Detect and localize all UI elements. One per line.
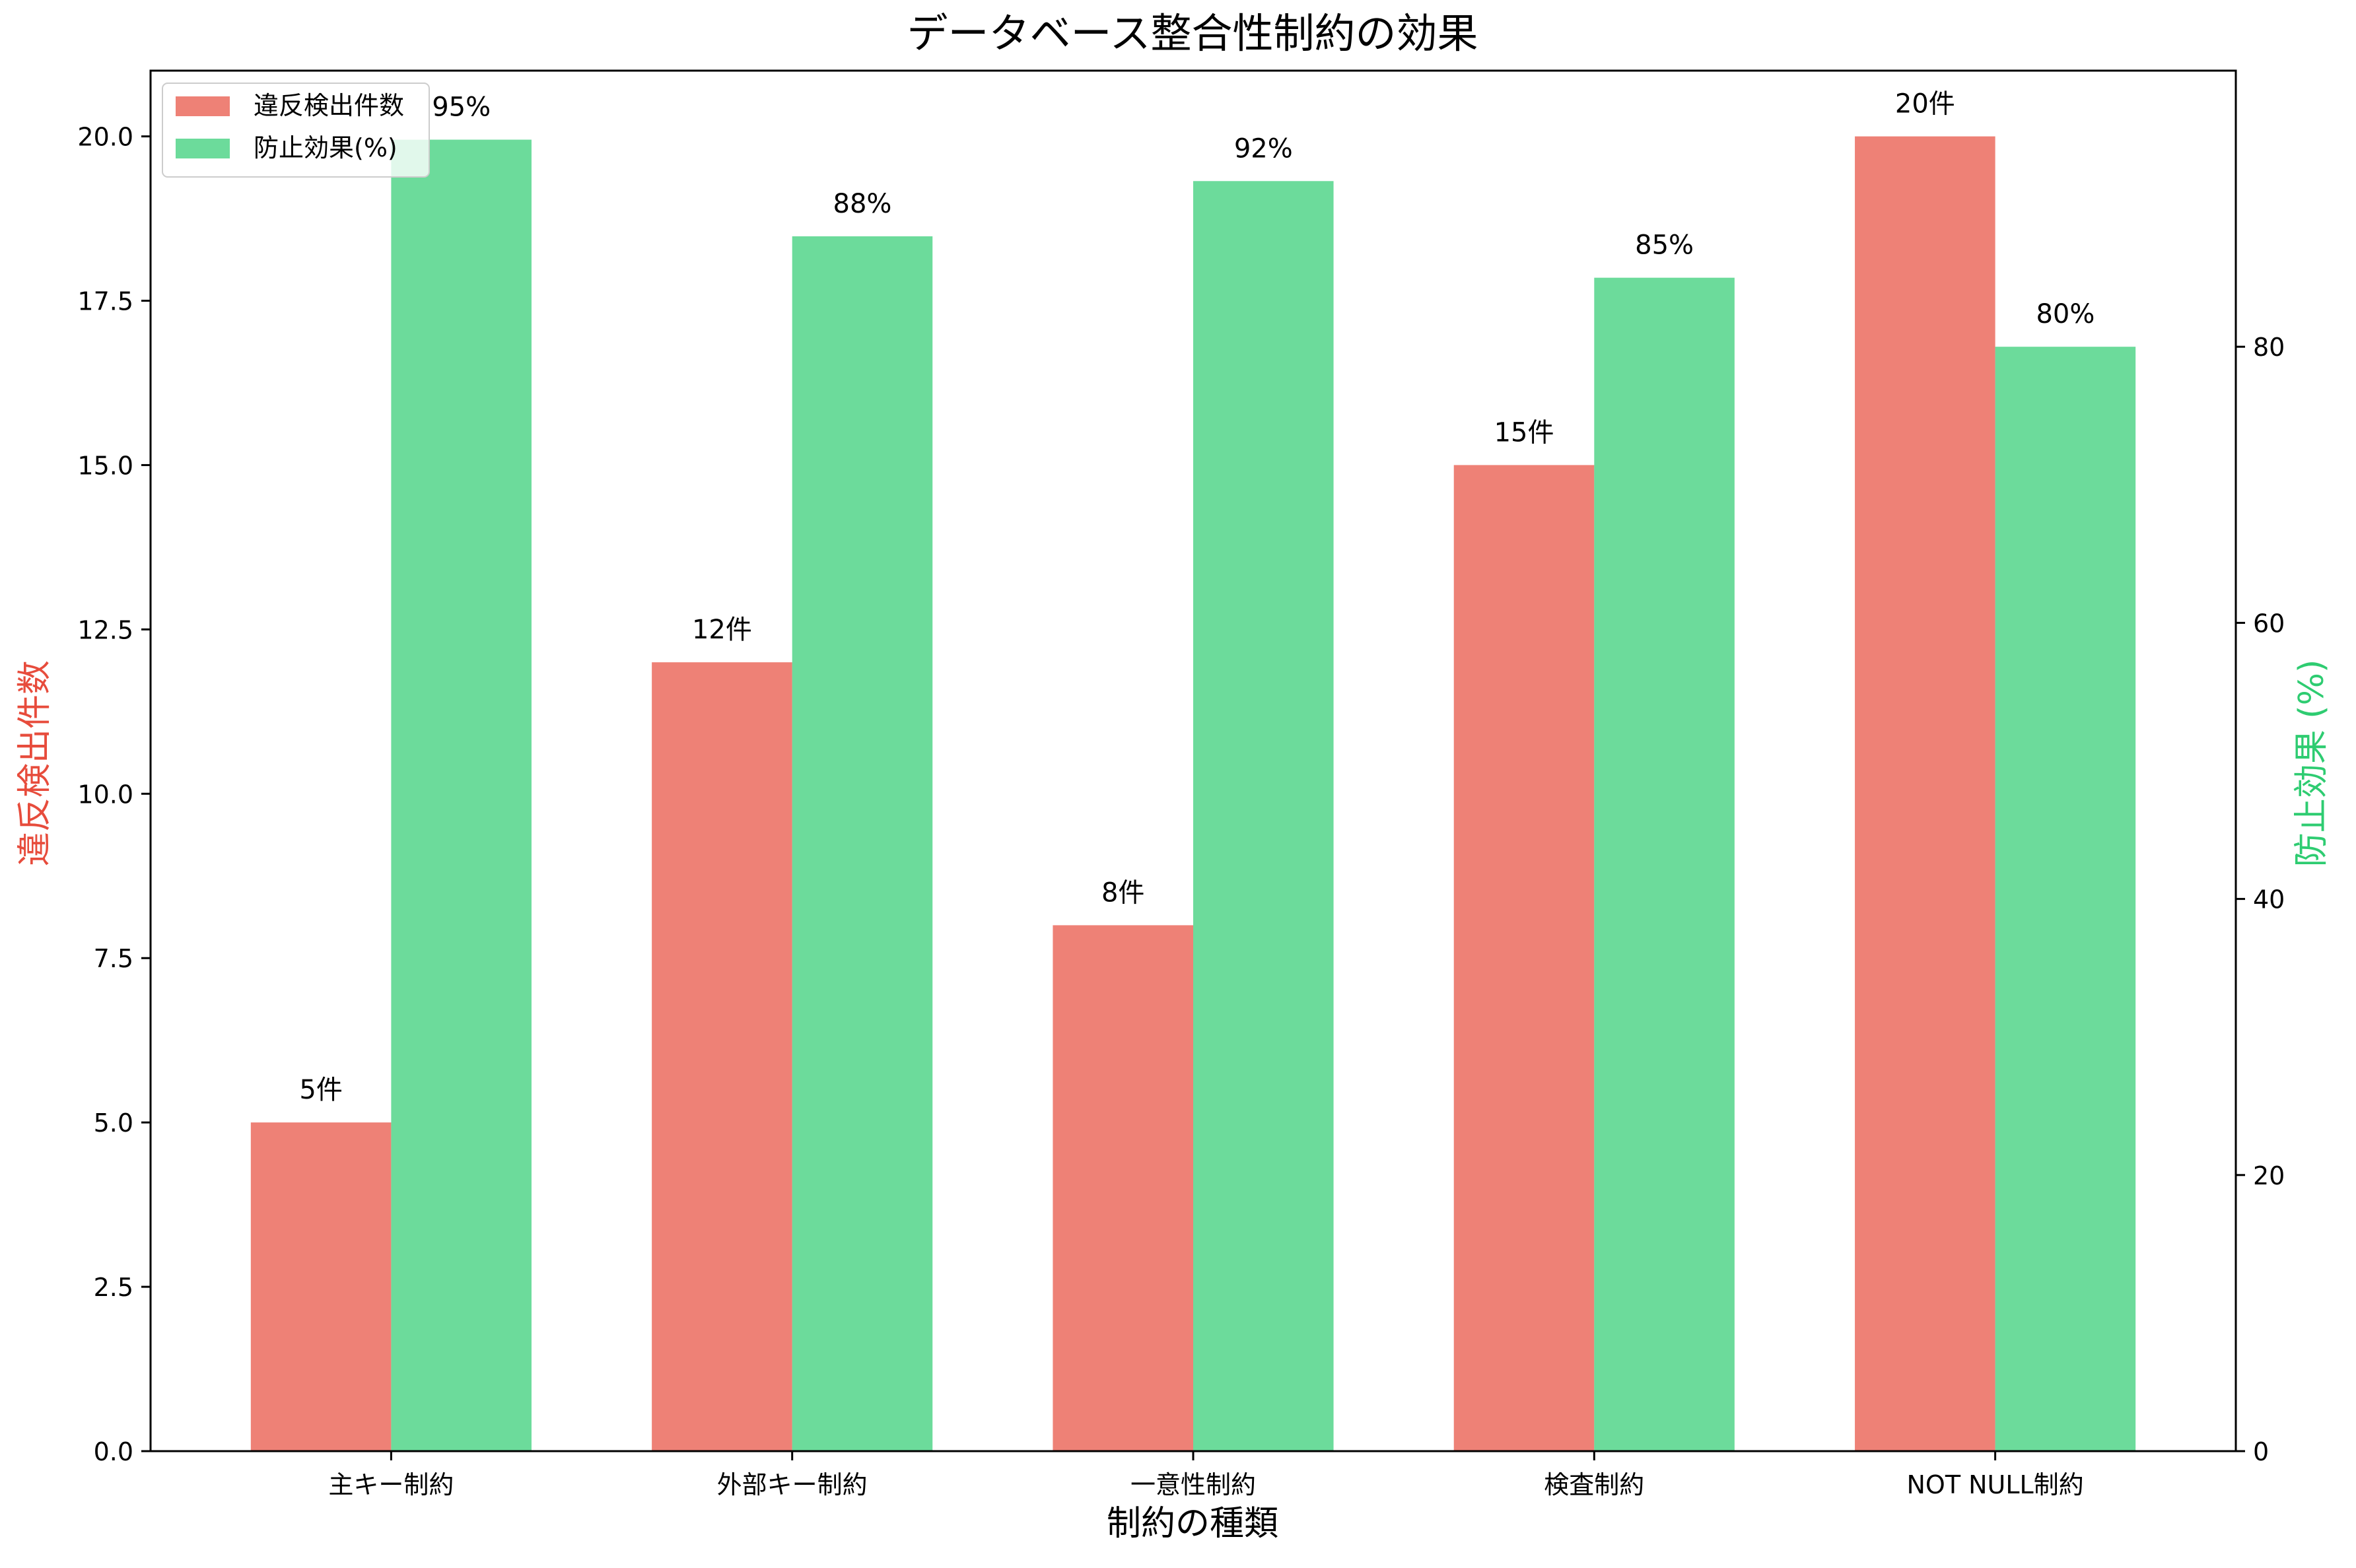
y-left-tick-label-0: 0.0 xyxy=(94,1437,133,1466)
data-label-prevention-0: 95% xyxy=(432,92,491,123)
y-left-tick-label-2: 5.0 xyxy=(94,1108,133,1138)
legend-swatch-0 xyxy=(176,96,230,116)
data-label-prevention-4: 80% xyxy=(2036,299,2095,329)
legend-label-0: 違反検出件数 xyxy=(254,91,404,120)
y-right-tick-label-1: 20 xyxy=(2253,1161,2285,1190)
data-label-prevention-1: 88% xyxy=(833,189,892,219)
bar-violations-1 xyxy=(652,662,792,1452)
y-left-tick-label-5: 12.5 xyxy=(77,615,133,644)
bar-violations-0 xyxy=(250,1122,392,1451)
legend-swatch-1 xyxy=(176,139,230,158)
data-label-violations-4: 20件 xyxy=(1895,89,1955,119)
y-right-tick-label-2: 40 xyxy=(2253,885,2285,914)
x-tick-label-3: 検査制約 xyxy=(1544,1470,1644,1499)
bar-prevention-4 xyxy=(1995,347,2136,1452)
data-label-violations-0: 5件 xyxy=(299,1075,342,1105)
y-right-tick-label-0: 0 xyxy=(2253,1437,2269,1466)
x-tick-label-2: 一意性制約 xyxy=(1130,1470,1256,1499)
data-label-violations-2: 8件 xyxy=(1101,877,1144,908)
y-left-tick-label-7: 17.5 xyxy=(77,287,133,316)
bar-violations-4 xyxy=(1855,136,1995,1452)
bar-prevention-1 xyxy=(792,236,933,1451)
bar-violations-2 xyxy=(1053,925,1193,1451)
data-label-violations-3: 15件 xyxy=(1494,417,1554,448)
x-tick-label-1: 外部キー制約 xyxy=(717,1470,868,1499)
y-left-tick-label-3: 7.5 xyxy=(94,944,133,973)
x-axis-label: 制約の種類 xyxy=(1107,1504,1278,1544)
data-label-prevention-3: 85% xyxy=(1635,230,1694,261)
y-left-tick-label-1: 2.5 xyxy=(94,1273,133,1302)
bar-violations-3 xyxy=(1453,465,1595,1451)
y-left-tick-label-4: 10.0 xyxy=(77,780,133,809)
x-tick-label-4: NOT NULL制約 xyxy=(1907,1470,2084,1499)
bar-prevention-2 xyxy=(1193,181,1334,1451)
y-right-tick-label-4: 80 xyxy=(2253,333,2285,362)
y-left-tick-label-8: 20.0 xyxy=(77,123,133,152)
bar-prevention-3 xyxy=(1594,277,1735,1451)
y-right-tick-label-3: 60 xyxy=(2253,609,2285,638)
x-tick-label-0: 主キー制約 xyxy=(328,1470,454,1499)
legend-label-1: 防止効果(%) xyxy=(254,133,398,162)
y-axis-left-label: 違反検出件数 xyxy=(15,660,55,866)
data-label-prevention-2: 92% xyxy=(1234,133,1293,164)
y-axis-right-label: 防止効果 (%) xyxy=(2292,660,2332,868)
chart-title: データベース整合性制約の効果 xyxy=(907,9,1478,57)
bar-prevention-0 xyxy=(391,139,532,1451)
plot-area: 5件 12件 8件 15件 20件 95% 88% 92% 85% 80% 0.0 2.5 5.0 7.5… xyxy=(77,69,2285,1499)
data-label-violations-1: 12件 xyxy=(692,615,752,645)
y-left-tick-label-6: 15.0 xyxy=(77,451,133,480)
